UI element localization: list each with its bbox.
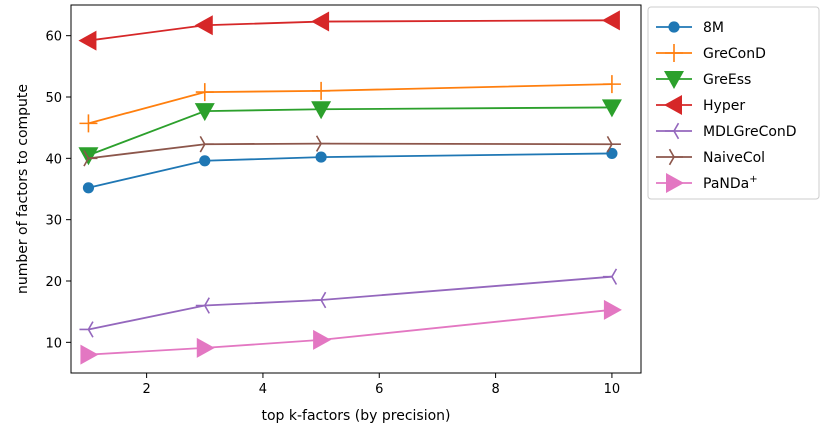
legend-marker — [664, 95, 682, 115]
legend-label: GreEss — [703, 72, 751, 88]
data-point — [195, 83, 214, 102]
data-point — [602, 268, 618, 285]
legend-item: PaNDa+ — [656, 173, 758, 193]
series-line — [88, 83, 612, 125]
series-hyper — [78, 10, 620, 51]
legend-label: Hyper — [703, 98, 745, 114]
data-point — [315, 135, 331, 152]
data-point — [79, 321, 94, 338]
data-point — [601, 10, 620, 31]
legend-item: NaiveCol — [656, 148, 765, 166]
legend-label: PaNDa+ — [703, 174, 758, 192]
data-point — [199, 135, 214, 153]
y-axis-ticks: 10 20 30 40 50 60 — [45, 30, 71, 351]
data-point — [606, 135, 621, 153]
x-tick-label: 6 — [375, 382, 383, 397]
data-point — [82, 182, 95, 194]
legend-item: GreConD — [656, 44, 766, 62]
data-point — [601, 99, 622, 118]
data-point — [311, 101, 332, 120]
data-point — [196, 337, 215, 358]
legend-item: Hyper — [656, 95, 745, 115]
data-point — [195, 297, 210, 314]
data-point — [312, 291, 327, 309]
plot-frame — [70, 4, 642, 374]
data-point — [313, 329, 332, 350]
legend-label-superscript: + — [749, 174, 757, 185]
legend-marker — [665, 122, 680, 140]
legend-marker — [664, 71, 684, 89]
legend-item: MDLGreConD — [656, 122, 797, 140]
legend-marker — [668, 148, 683, 166]
data-point — [194, 15, 213, 36]
data-point — [311, 11, 330, 32]
x-tick-label: 2 — [142, 382, 150, 397]
data-point — [312, 81, 331, 100]
x-axis-label: top k-factors (by precision) — [261, 408, 450, 424]
legend-label: NaiveCol — [703, 150, 765, 166]
x-tick-label: 10 — [604, 382, 621, 397]
x-axis-ticks: 2 4 6 8 10 — [142, 373, 620, 397]
series-naivecol — [83, 135, 621, 167]
series-line — [88, 275, 612, 331]
data-point — [315, 151, 327, 163]
y-tick-label: 60 — [45, 30, 62, 45]
x-tick-label: 4 — [259, 382, 267, 397]
series-line — [88, 308, 613, 356]
legend-marker — [668, 21, 680, 33]
data-point — [199, 155, 211, 167]
data-point — [194, 103, 215, 122]
legend-label: 8M — [703, 20, 724, 36]
y-tick-label: 40 — [45, 152, 62, 167]
data-point — [80, 344, 99, 365]
data-point — [602, 75, 621, 94]
legend: 8M GreConD GreEss Hyper MDLGreConD NaiveCol Pa… — [647, 6, 820, 200]
chart-marks — [78, 10, 622, 365]
y-tick-label: 10 — [45, 336, 62, 351]
legend-item: 8M — [656, 20, 724, 36]
legend-box — [647, 6, 820, 200]
y-axis-label: number of factors to compute — [15, 84, 31, 294]
legend-marker — [666, 173, 684, 193]
series-mdlgrecond — [79, 268, 618, 338]
series-line — [88, 19, 612, 42]
series-panda — [80, 299, 622, 365]
legend-marker — [665, 44, 683, 62]
data-point — [78, 147, 99, 166]
data-point — [79, 114, 98, 133]
legend-label: MDLGreConD — [703, 124, 797, 140]
legend-item: GreEss — [656, 71, 751, 89]
data-point — [78, 30, 97, 51]
series-line — [88, 152, 612, 189]
series-greess — [78, 99, 622, 166]
data-point — [603, 299, 622, 320]
series-line — [88, 106, 612, 157]
series-8m — [82, 147, 618, 194]
series-line — [88, 142, 612, 160]
x-tick-label: 8 — [491, 382, 499, 397]
legend-label: GreConD — [703, 46, 766, 62]
y-tick-label: 20 — [45, 275, 62, 290]
series-grecond — [79, 75, 621, 133]
y-tick-label: 50 — [45, 91, 62, 106]
data-point — [83, 150, 98, 167]
y-tick-label: 30 — [45, 214, 62, 229]
